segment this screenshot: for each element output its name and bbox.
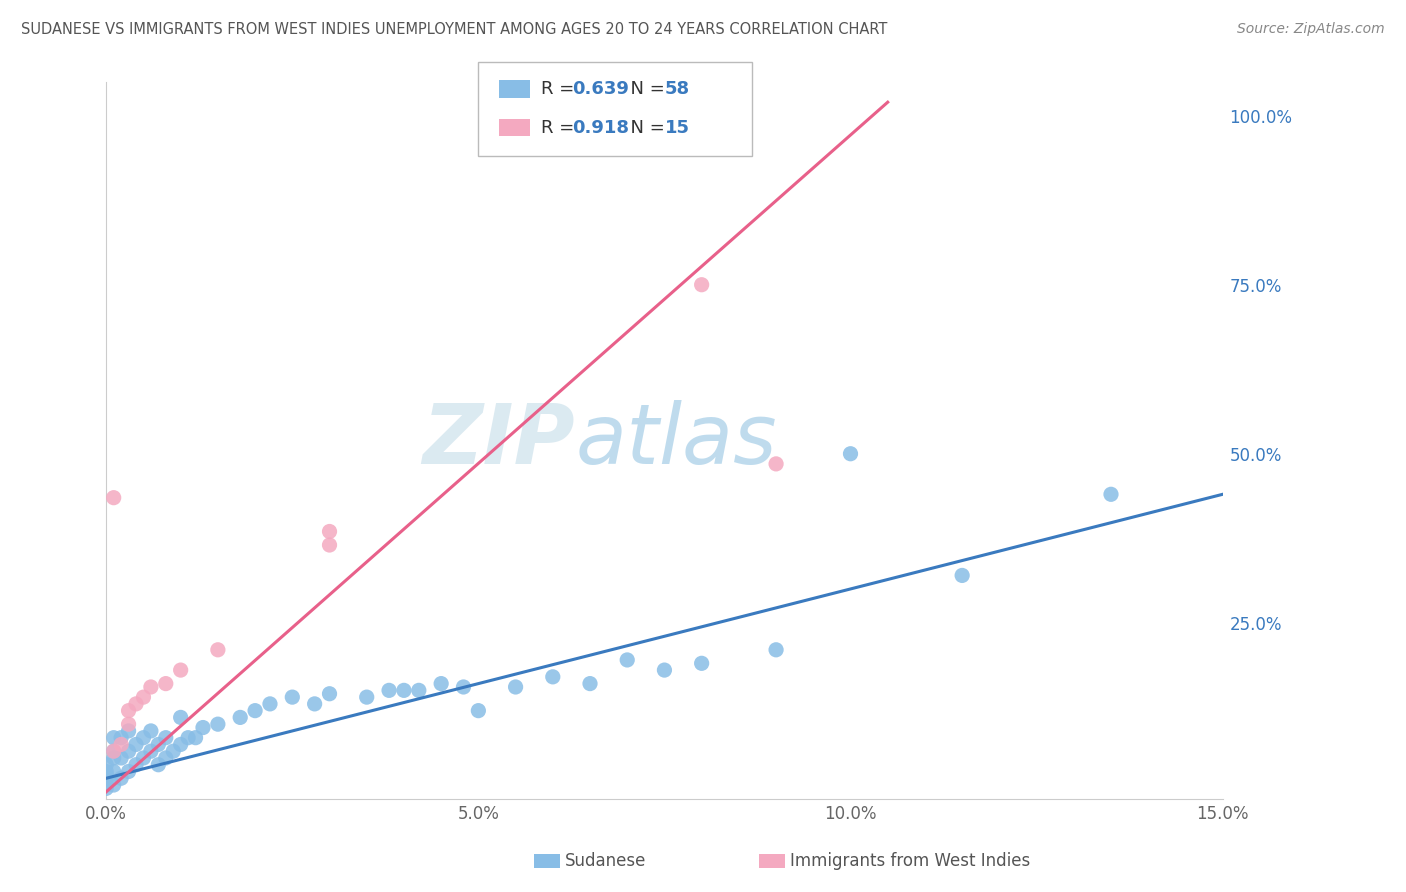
Point: [117, 723, 139, 738]
Point: [96, 774, 118, 789]
Point: [207, 642, 229, 657]
Point: [541, 670, 564, 684]
Point: [103, 764, 125, 779]
Text: 0.918: 0.918: [572, 119, 630, 136]
Point: [132, 731, 155, 745]
Point: [356, 690, 378, 705]
Text: R =: R =: [541, 119, 581, 136]
Point: [125, 738, 148, 752]
Point: [125, 697, 148, 711]
Point: [162, 744, 184, 758]
Point: [103, 744, 125, 758]
Point: [117, 704, 139, 718]
Point: [169, 663, 191, 677]
Text: N =: N =: [619, 80, 671, 98]
Point: [177, 731, 200, 745]
Point: [103, 491, 125, 505]
Point: [96, 757, 118, 772]
Point: [139, 744, 162, 758]
Point: [392, 683, 415, 698]
Text: 58: 58: [665, 80, 690, 98]
Point: [378, 683, 401, 698]
Point: [169, 738, 191, 752]
Point: [304, 697, 326, 711]
Point: [96, 768, 118, 782]
Text: ZIP: ZIP: [422, 400, 575, 481]
Text: Source: ZipAtlas.com: Source: ZipAtlas.com: [1237, 22, 1385, 37]
Point: [132, 751, 155, 765]
Point: [96, 771, 118, 785]
Point: [191, 721, 214, 735]
Point: [690, 657, 713, 671]
Point: [139, 723, 162, 738]
Point: [110, 751, 132, 765]
Text: Sudanese: Sudanese: [565, 852, 647, 870]
Point: [96, 764, 118, 779]
Text: N =: N =: [619, 119, 671, 136]
Point: [155, 676, 177, 690]
Point: [132, 690, 155, 705]
Point: [318, 524, 340, 539]
Point: [103, 731, 125, 745]
Point: [229, 710, 252, 724]
Point: [110, 738, 132, 752]
Point: [453, 680, 475, 694]
Point: [690, 277, 713, 292]
Point: [654, 663, 676, 677]
Point: [1099, 487, 1122, 501]
Point: [207, 717, 229, 731]
Point: [281, 690, 304, 705]
Point: [467, 704, 489, 718]
Point: [117, 764, 139, 779]
Point: [155, 751, 177, 765]
Point: [117, 744, 139, 758]
Point: [430, 676, 453, 690]
Point: [103, 751, 125, 765]
Point: [765, 642, 787, 657]
Point: [408, 683, 430, 698]
Point: [103, 778, 125, 792]
Point: [765, 457, 787, 471]
Point: [839, 447, 862, 461]
Text: R =: R =: [541, 80, 581, 98]
Point: [110, 731, 132, 745]
Point: [148, 757, 170, 772]
Text: atlas: atlas: [575, 400, 776, 481]
Point: [169, 710, 191, 724]
Point: [103, 744, 125, 758]
Point: [96, 778, 118, 792]
Point: [950, 568, 973, 582]
Point: [110, 771, 132, 785]
Point: [318, 538, 340, 552]
Point: [318, 687, 340, 701]
Text: Immigrants from West Indies: Immigrants from West Indies: [790, 852, 1031, 870]
Point: [579, 676, 602, 690]
Point: [184, 731, 207, 745]
Point: [125, 757, 148, 772]
Point: [616, 653, 638, 667]
Point: [155, 731, 177, 745]
Point: [259, 697, 281, 711]
Text: SUDANESE VS IMMIGRANTS FROM WEST INDIES UNEMPLOYMENT AMONG AGES 20 TO 24 YEARS C: SUDANESE VS IMMIGRANTS FROM WEST INDIES …: [21, 22, 887, 37]
Point: [148, 738, 170, 752]
Point: [243, 704, 266, 718]
Point: [117, 717, 139, 731]
Text: 0.639: 0.639: [572, 80, 628, 98]
Point: [139, 680, 162, 694]
Point: [96, 781, 118, 796]
Point: [505, 680, 527, 694]
Text: 15: 15: [665, 119, 690, 136]
